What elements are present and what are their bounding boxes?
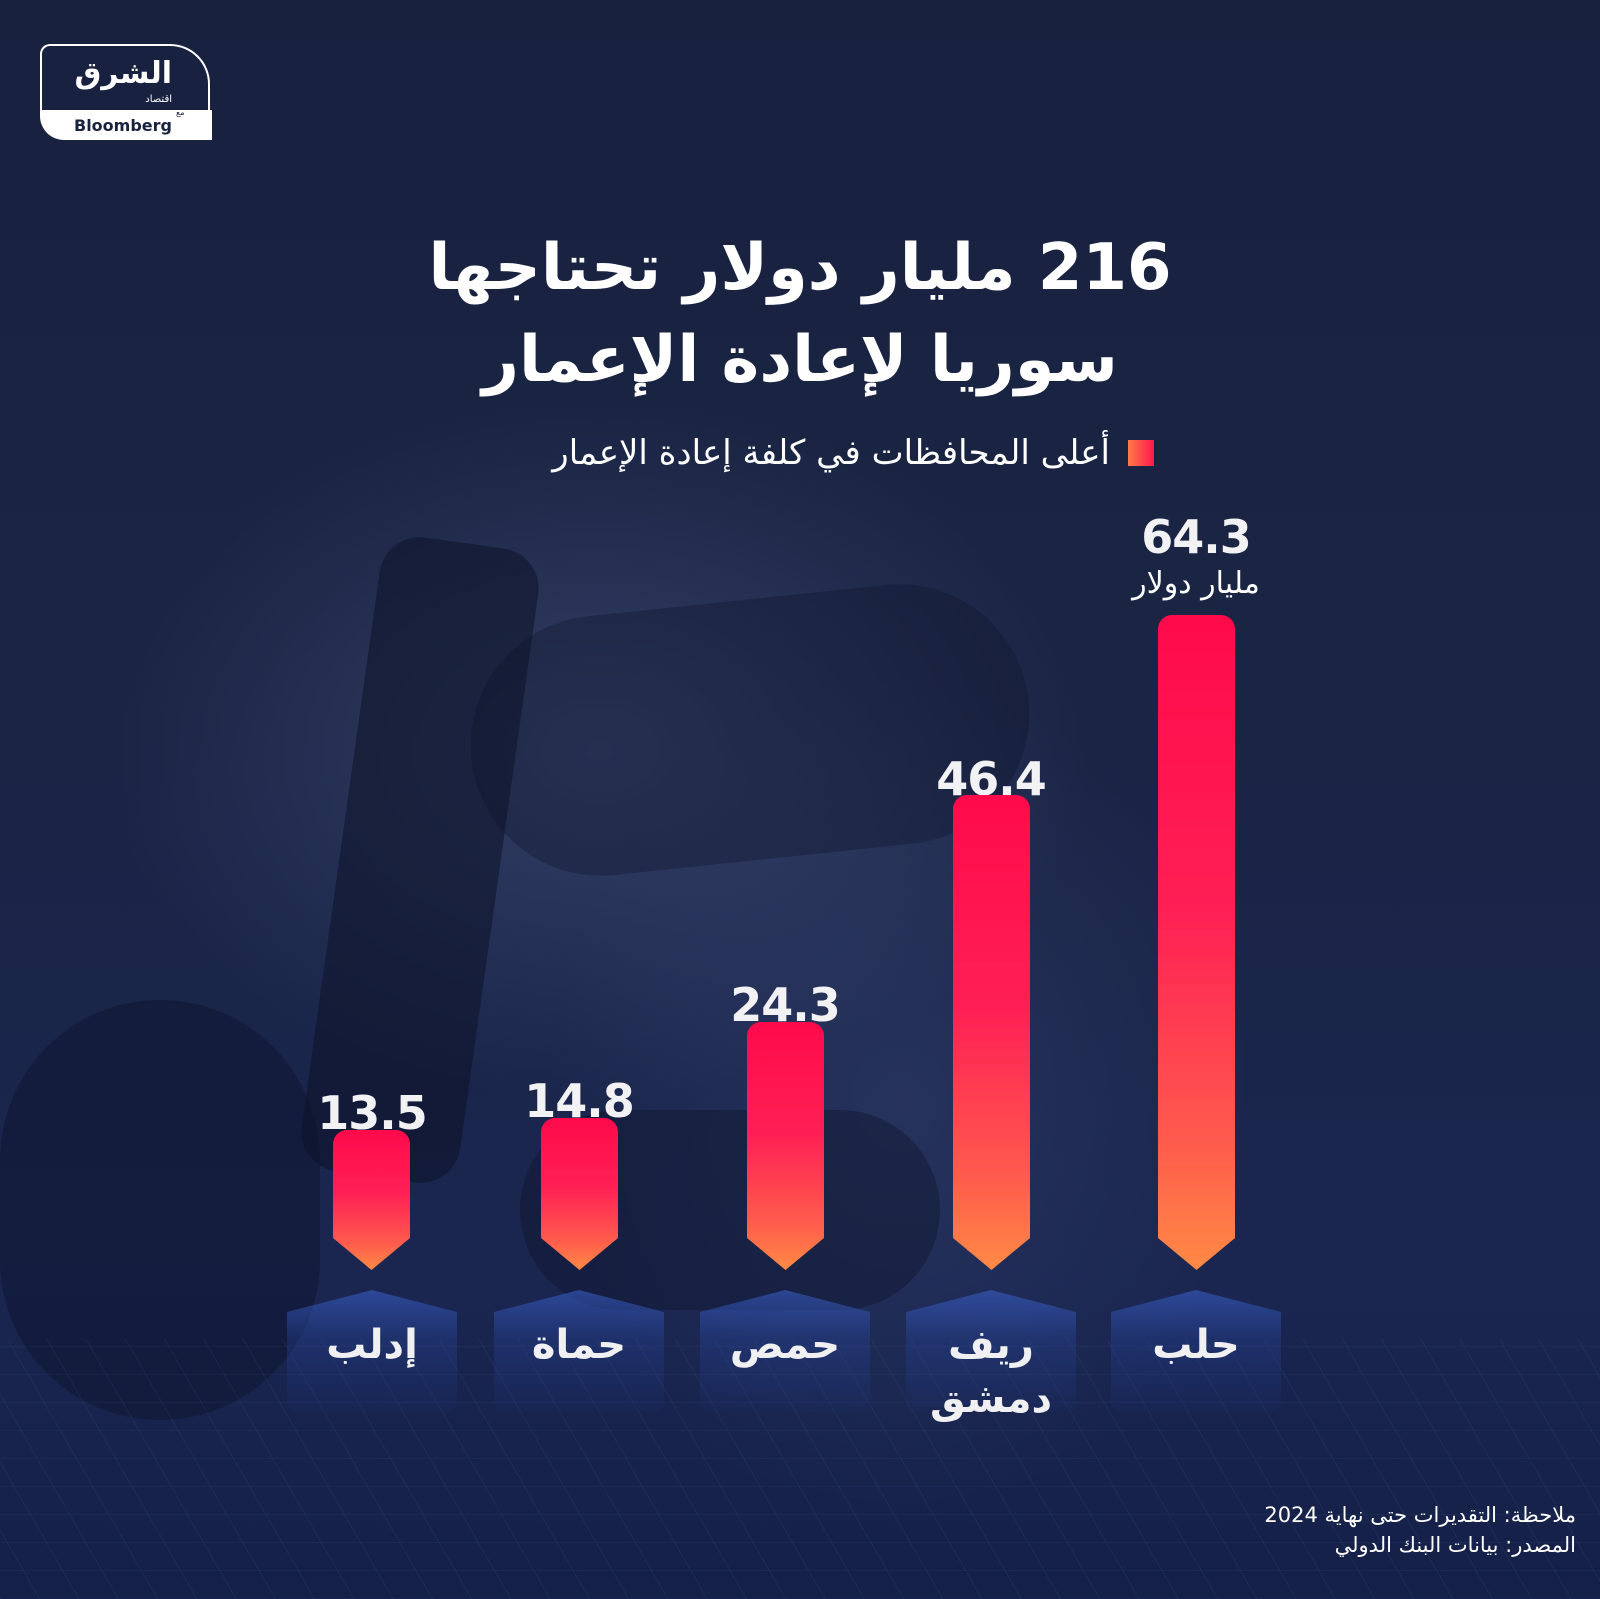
logo-subtitle: اقتصاد <box>145 94 172 105</box>
category-label: حماة <box>531 1322 627 1368</box>
logo-partner-strip: مع Bloomberg <box>40 108 212 140</box>
bar-fill <box>953 795 1030 1270</box>
category-plate <box>287 1290 457 1412</box>
footer-source: المصدر: بيانات البنك الدولي <box>1334 1533 1576 1557</box>
bar-unit-label: مليار دولار <box>1132 566 1260 601</box>
category-plate <box>494 1290 664 1412</box>
legend-swatch <box>1128 440 1154 466</box>
bar-hama <box>541 1118 618 1270</box>
logo-partner: Bloomberg <box>74 116 172 135</box>
category-plate <box>1111 1290 1281 1412</box>
bar-idlib <box>333 1130 410 1270</box>
bar-rif-dimashq <box>953 795 1030 1270</box>
logo-frame: الشرق اقتصاد <box>40 44 210 110</box>
logo-with: مع <box>176 108 185 117</box>
category-label: حلب <box>1152 1322 1240 1368</box>
bar-aleppo <box>1158 615 1235 1270</box>
title-line-1: 216 مليار دولار تحتاجها <box>428 231 1172 305</box>
category-plate <box>906 1290 1076 1412</box>
logo-name: الشرق <box>74 56 173 91</box>
footer-notes: ملاحظة: التقديرات حتى نهاية 2024 المصدر:… <box>1264 1500 1576 1560</box>
legend: أعلى المحافظات في كلفة إعادة الإعمار <box>440 428 1160 478</box>
bar-fill <box>333 1130 410 1270</box>
category-plate <box>700 1290 870 1412</box>
bar-homs <box>747 1022 824 1270</box>
legend-label: أعلى المحافظات في كلفة إعادة الإعمار <box>552 433 1110 473</box>
brand-logo: الشرق اقتصاد مع Bloomberg <box>40 44 212 140</box>
footer-note: ملاحظة: التقديرات حتى نهاية 2024 <box>1264 1503 1576 1527</box>
bar-fill <box>1158 615 1235 1270</box>
category-label: ريف دمشق <box>929 1322 1053 1422</box>
bar-fill <box>541 1118 618 1270</box>
chart-title: 216 مليار دولار تحتاجها سوريا لإعادة الإ… <box>0 222 1600 406</box>
category-label: حمص <box>729 1322 841 1368</box>
bar-value: 64.3 <box>1141 510 1252 564</box>
category-label: إدلب <box>326 1322 418 1368</box>
bar-fill <box>747 1022 824 1270</box>
title-line-2: سوريا لإعادة الإعمار <box>482 323 1118 397</box>
background-silhouette <box>0 1000 320 1420</box>
